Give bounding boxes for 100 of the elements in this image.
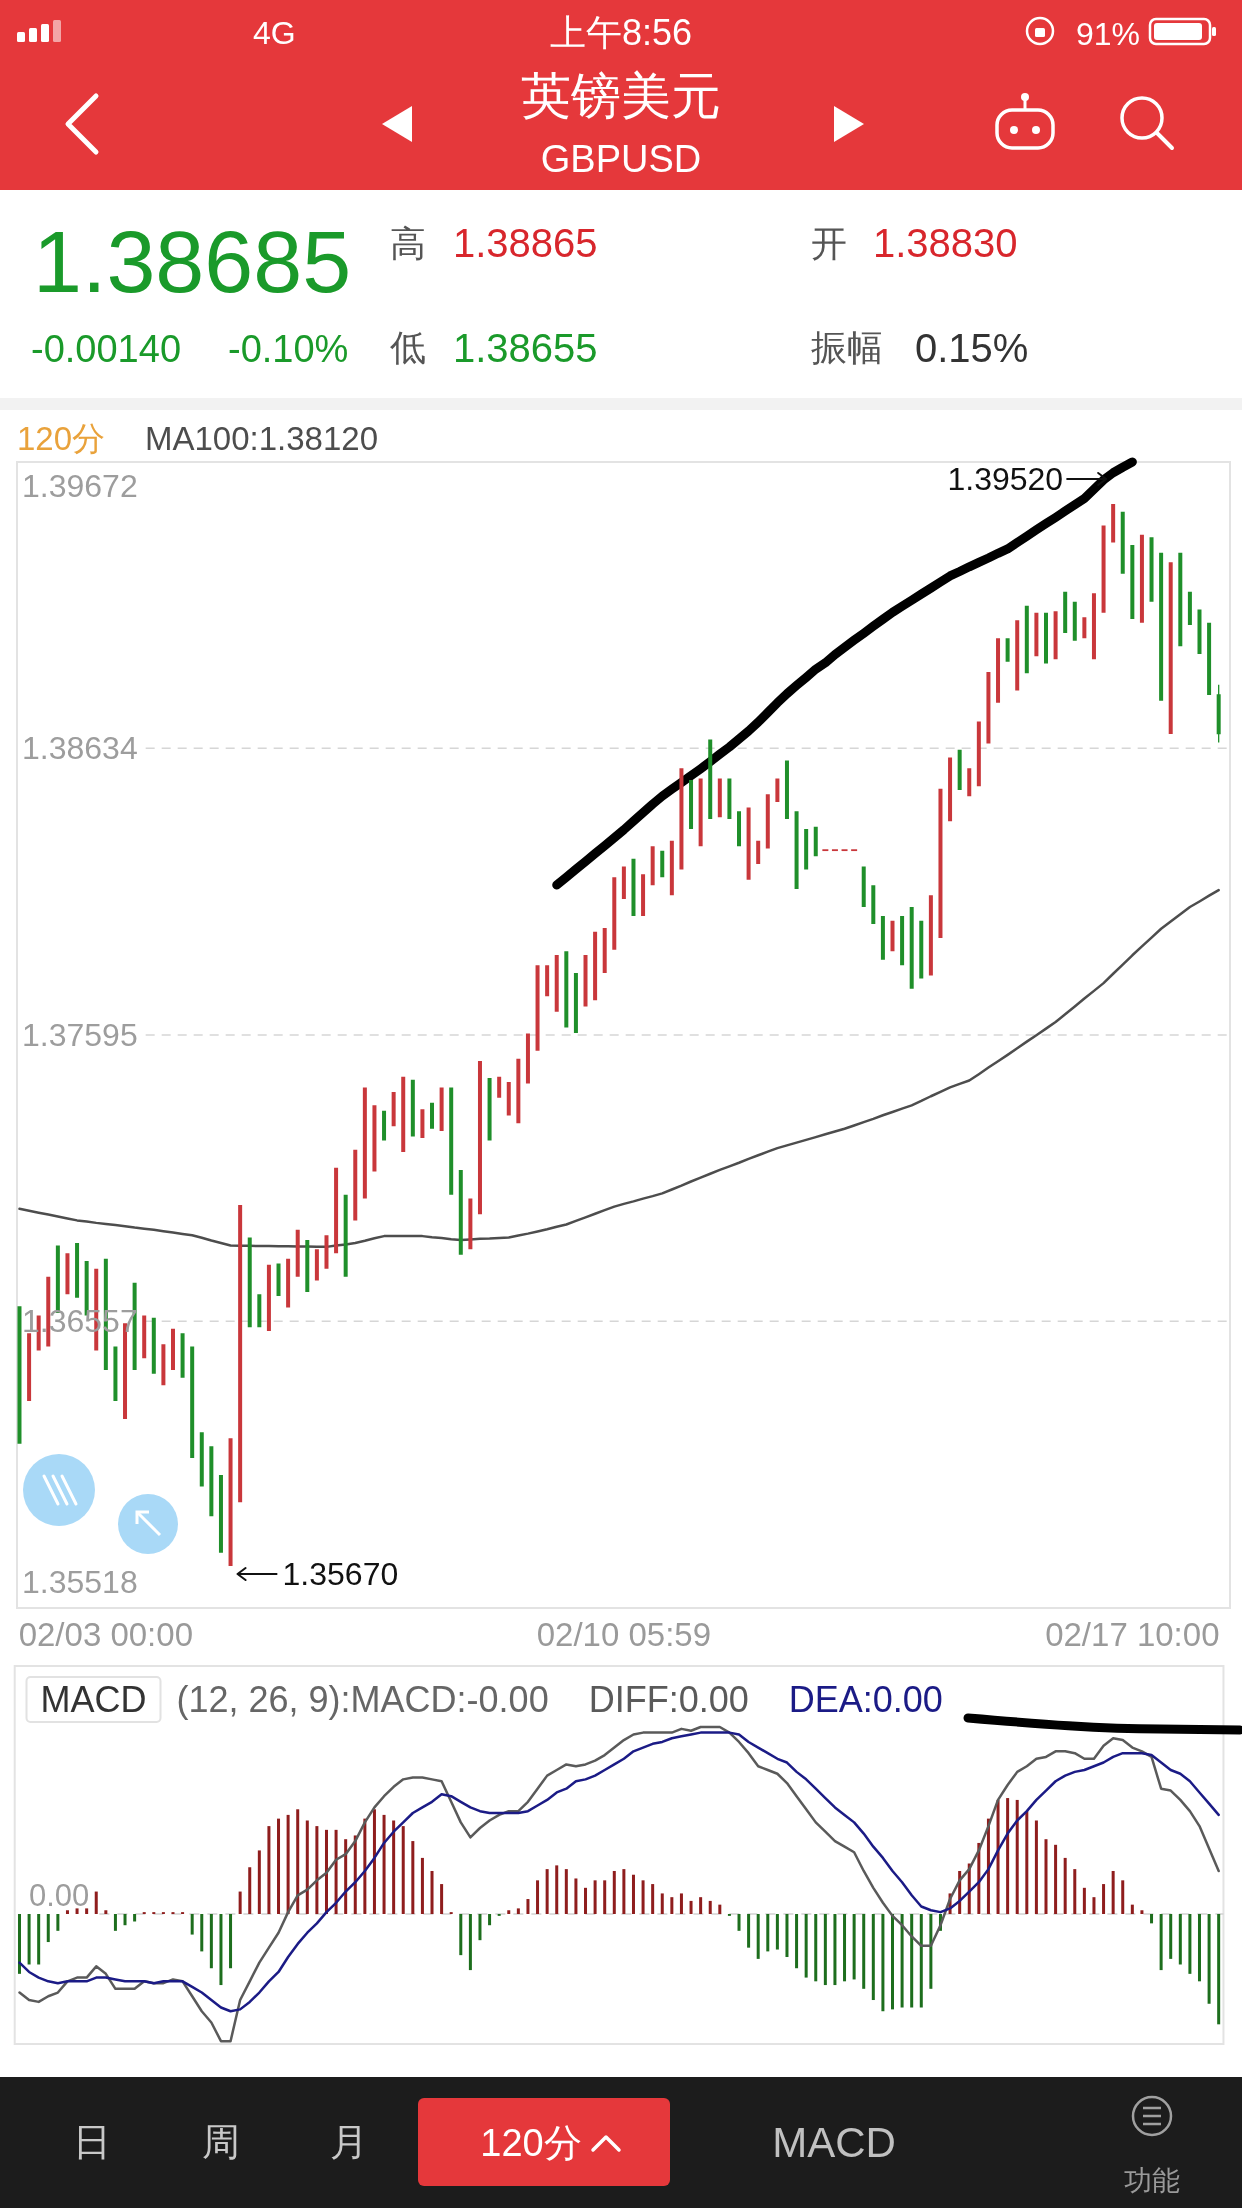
bar [420,1857,424,1914]
bar [1169,1914,1173,1959]
bar [699,1897,703,1914]
bar [257,1850,261,1914]
bar [27,1914,31,1965]
bar [334,1829,338,1914]
bar [852,1914,856,1980]
bar [209,1914,213,1969]
text: 0.15% [915,326,1029,370]
text: 振幅 [811,327,883,368]
bar [775,1914,779,1950]
bar [17,1914,21,1974]
bar [411,1841,415,1914]
bar [1102,1884,1106,1914]
bar [372,1809,376,1914]
bar [1207,1914,1211,2004]
chart-title: MACD [40,1679,147,1720]
bar [94,1891,98,1914]
bar [296,1809,300,1914]
text: 日 [73,2121,111,2163]
text: -0.00140 [31,328,182,370]
bar [190,1914,194,1935]
x-tick-label: 02/10 05:59 [536,1616,712,1653]
bar [56,1914,60,1931]
bar [363,1818,367,1914]
bar [1121,1880,1125,1914]
text: MA100:1.38120 [145,420,379,457]
bar [910,1914,914,2008]
bar [785,1914,789,1958]
bar [833,1914,837,1986]
text: 功能 [1124,2165,1180,2196]
bar [804,1914,808,1978]
text: 120分 [17,420,106,457]
bar [631,1874,635,1914]
bar [104,1910,108,1914]
bar [1063,1857,1067,1914]
bar [488,1914,492,1926]
bar [46,1914,50,1943]
bar [756,1914,760,1959]
bar [996,1799,1000,1914]
bar [1073,1869,1077,1914]
bar [1197,1914,1201,1982]
bar [1082,1887,1086,1914]
bar [1217,1914,1221,2025]
bar [401,1826,405,1914]
bar [133,1914,137,1922]
x-tick-label: 02/17 10:00 [1045,1616,1220,1653]
y-tick-label: 1.38634 [22,730,138,767]
y-tick-label: 1.39672 [22,468,138,504]
bar [612,1870,616,1914]
bar [555,1865,559,1914]
bar [603,1880,607,1914]
y-tick-label: 1.37595 [22,1017,138,1053]
text: 120分 [480,2122,582,2164]
series-label: DIFF:0.00 [588,1679,749,1720]
chart-subtitle: GBPUSD [540,138,702,180]
text: 4G [253,15,296,51]
annotation: 1.39520 [947,460,1064,497]
bar [1178,1914,1182,1965]
bar [113,1914,117,1931]
bar [1159,1914,1163,1971]
ref-line-label: 0.00 [29,1878,90,1913]
bar [574,1878,578,1914]
bar [708,1900,712,1914]
bar [37,1914,41,1965]
bar [564,1869,568,1914]
bar [85,1908,89,1914]
x-tick-label: 02/03 00:00 [18,1616,194,1653]
bar [919,1914,923,2008]
bar [1140,1910,1144,1914]
bar [545,1869,549,1914]
bar [689,1900,693,1914]
bar [536,1880,540,1914]
bar [1015,1799,1019,1914]
bar [277,1818,281,1914]
bar [468,1914,472,1971]
bar [200,1914,204,1952]
bar [1006,1798,1010,1914]
bar [823,1914,827,1986]
bar [881,1914,885,2012]
bar [75,1908,79,1914]
bar [507,1910,511,1914]
bar [814,1914,818,1982]
bar [65,1910,69,1914]
text: 周 [202,2121,240,2163]
bar [1111,1870,1115,1914]
text: -0.10% [228,328,349,370]
bar [229,1914,233,1969]
bar [622,1869,626,1914]
bar [900,1914,904,2008]
bar [795,1914,799,1969]
bar [516,1908,520,1914]
bar [737,1914,741,1931]
bar [526,1899,530,1914]
bar [315,1826,319,1914]
chart-subtitle: (12, 26, 9):MACD:-0.00 [176,1679,549,1720]
bar [862,1914,866,1989]
bar [641,1880,645,1914]
bar [267,1826,271,1914]
bar [651,1884,655,1914]
